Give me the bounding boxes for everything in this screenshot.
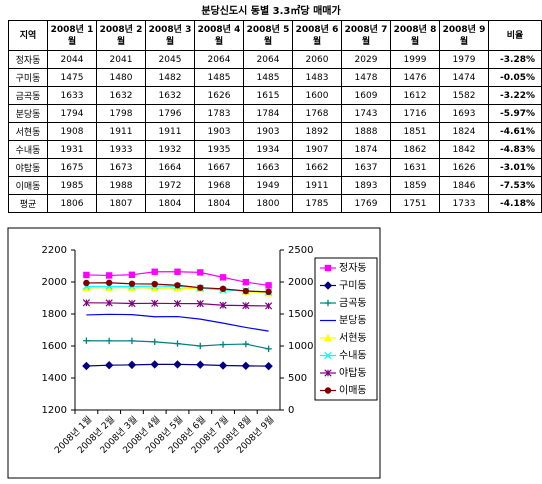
- marker: [104, 361, 114, 370]
- marker: [196, 300, 204, 308]
- header-cell: 비율: [488, 20, 542, 51]
- marker: [242, 301, 250, 310]
- marker: [197, 342, 204, 350]
- marker: [196, 360, 205, 369]
- marker: [150, 360, 159, 369]
- marker: [174, 282, 181, 289]
- header-cell: 2008년 4월: [194, 20, 244, 51]
- marker: [242, 278, 250, 286]
- legend-label: 정자동: [339, 262, 367, 274]
- marker: [82, 299, 91, 307]
- y2-tick-label: 1000: [288, 341, 313, 352]
- legend-label: 서현동: [339, 332, 367, 344]
- marker: [324, 351, 332, 360]
- marker: [151, 268, 158, 275]
- marker: [128, 271, 136, 278]
- marker: [242, 287, 250, 295]
- table-cell: -7.53%: [488, 176, 542, 195]
- marker: [128, 280, 136, 287]
- marker: [197, 269, 204, 276]
- marker: [82, 361, 91, 371]
- header-cell: 2008년 7월: [341, 20, 391, 51]
- marker: [151, 280, 158, 288]
- marker: [219, 285, 227, 293]
- table-row: 서현동 1908 1911 1911 1903 1903 1892 1888 1851 1824-…: [8, 122, 542, 141]
- header-cell: 2008년 5월: [243, 20, 293, 51]
- marker: [324, 264, 332, 272]
- marker: [219, 301, 227, 309]
- y-tick-label: 1400: [42, 373, 67, 384]
- y2-tick-label: 500: [288, 373, 307, 384]
- marker: [323, 281, 333, 290]
- marker: [150, 284, 159, 292]
- table-title: 분당신도시 동별 3.3㎡당 매매가: [201, 6, 341, 17]
- table-row: 금곡동 1633 1632 1632 1626 1615 1600 1609 1612 1582-…: [8, 86, 542, 105]
- y2-tick-label: 2000: [288, 277, 313, 288]
- marker: [265, 282, 272, 289]
- marker: [324, 299, 332, 307]
- marker: [264, 361, 273, 371]
- table-row: 분당동 1794 1798 1796 1783 1784 1768 1743 1716 1693-…: [8, 104, 542, 123]
- table-row: 평균 1806 1807 1804 1804 1800 1785 1769 1751 1733 -4…: [8, 194, 542, 213]
- header-cell: 2008년 3월: [145, 20, 195, 51]
- price-table: 지역 2008년 1월 2008년 2월 2008년 3월 2008년 4월 2008년 …: [8, 20, 542, 213]
- marker: [173, 360, 182, 369]
- table-cell: -4.18%: [488, 194, 542, 213]
- marker: [83, 271, 90, 279]
- marker: [151, 338, 158, 346]
- marker: [127, 360, 137, 370]
- legend-label: 수내동: [339, 350, 367, 362]
- legend-label: 이매동: [339, 385, 367, 397]
- y2-tick-label: 2500: [288, 245, 313, 256]
- marker: [151, 299, 159, 307]
- marker: [173, 299, 182, 308]
- marker: [105, 279, 113, 286]
- y-tick-label: 1800: [42, 309, 67, 320]
- marker: [241, 361, 251, 371]
- marker: [324, 369, 332, 377]
- table-cell: 1806: [47, 194, 97, 213]
- marker: [105, 337, 113, 345]
- table-cell: 1751: [390, 194, 440, 213]
- legend-label: 금곡동: [339, 297, 367, 309]
- marker: [174, 340, 181, 347]
- marker: [264, 302, 273, 310]
- marker: [105, 299, 113, 307]
- marker: [324, 387, 332, 394]
- legend-label: 구미동: [339, 280, 367, 292]
- y-tick-label: 1600: [42, 341, 67, 352]
- marker: [265, 345, 272, 353]
- y-tick-label: 2000: [42, 277, 67, 288]
- header-cell: 2008년 2월: [96, 20, 146, 51]
- marker: [219, 341, 227, 348]
- marker: [105, 272, 113, 279]
- marker: [174, 268, 181, 275]
- series-line: [86, 313, 269, 332]
- table-row: 수내동 1931 1933 1932 1935 1934 1907 1874 1862 1842-…: [8, 140, 542, 159]
- header-row: 지역 2008년 1월 2008년 2월 2008년 3월 2008년 4월 2008년 …: [8, 20, 542, 51]
- marker: [219, 274, 227, 281]
- marker: [128, 337, 136, 345]
- table-row: 야탑동 1675 1673 1664 1667 1663 1662 1637 1631 1626-…: [8, 158, 542, 177]
- marker: [197, 284, 204, 291]
- marker: [83, 279, 90, 287]
- table-cell: 평균: [8, 194, 48, 213]
- table-row: 구미동 1475 1480 1482 1485 1485 1483 1478 1476 1474-…: [8, 68, 542, 87]
- y-tick-label: 1200: [42, 405, 67, 416]
- marker: [323, 333, 333, 342]
- table-row: 정자동 2044 2041 2045 2064 2064 2060 2029 1999 1979-…: [8, 50, 542, 69]
- marker: [218, 361, 228, 370]
- marker: [242, 340, 250, 348]
- y2-tick-label: 0: [288, 405, 294, 416]
- y-tick-label: 2200: [42, 245, 67, 256]
- table-cell: 1807: [96, 194, 146, 213]
- marker: [265, 288, 272, 296]
- marker: [128, 299, 136, 308]
- legend-label: 분당동: [339, 315, 367, 327]
- y2-tick-label: 1500: [288, 309, 313, 320]
- legend-label: 야탑동: [339, 367, 367, 379]
- marker: [83, 337, 90, 344]
